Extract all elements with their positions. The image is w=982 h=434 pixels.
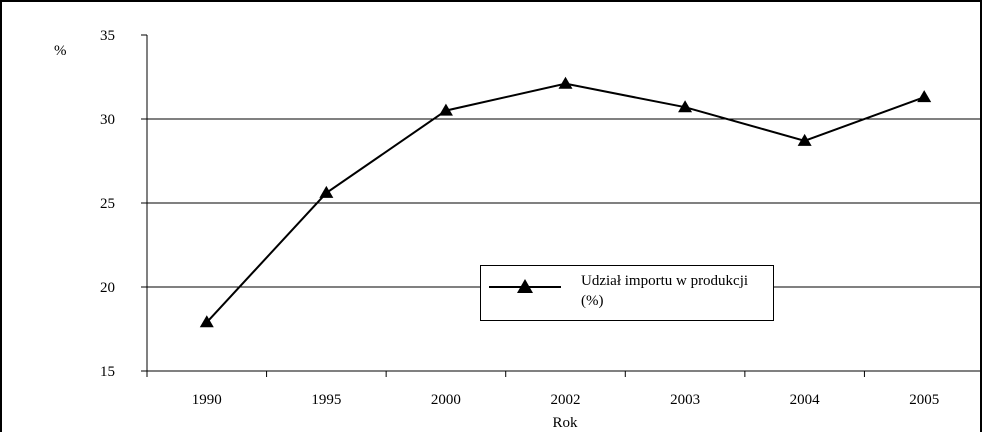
legend-label: Udział importu w produkcji (%) bbox=[581, 273, 749, 309]
data-point-marker bbox=[917, 90, 932, 103]
y-tick-label: 15 bbox=[100, 364, 115, 380]
legend: Udział importu w produkcji (%) bbox=[480, 265, 774, 321]
x-tick-label: 1990 bbox=[192, 392, 222, 408]
y-tick-label: 30 bbox=[100, 112, 115, 128]
x-tick-label: 2005 bbox=[909, 392, 939, 408]
x-tick-label: 2004 bbox=[790, 392, 821, 408]
x-tick-label: 2002 bbox=[551, 392, 581, 408]
x-tick-label: 2003 bbox=[670, 392, 700, 408]
data-point-marker bbox=[438, 103, 453, 116]
x-axis-label: Rok bbox=[552, 415, 578, 431]
data-point-marker bbox=[558, 76, 573, 89]
y-tick-label: 20 bbox=[100, 280, 115, 296]
data-point-marker bbox=[319, 185, 334, 198]
y-tick-label: 35 bbox=[100, 28, 115, 44]
x-tick-label: 2000 bbox=[431, 392, 461, 408]
data-point-marker bbox=[678, 100, 693, 113]
y-axis-label: % bbox=[54, 43, 67, 59]
y-tick-label: 25 bbox=[100, 196, 115, 212]
data-point-marker bbox=[797, 133, 812, 146]
x-tick-label: 1995 bbox=[311, 392, 341, 408]
legend-line-marker bbox=[489, 279, 561, 293]
data-point-marker bbox=[199, 315, 214, 328]
